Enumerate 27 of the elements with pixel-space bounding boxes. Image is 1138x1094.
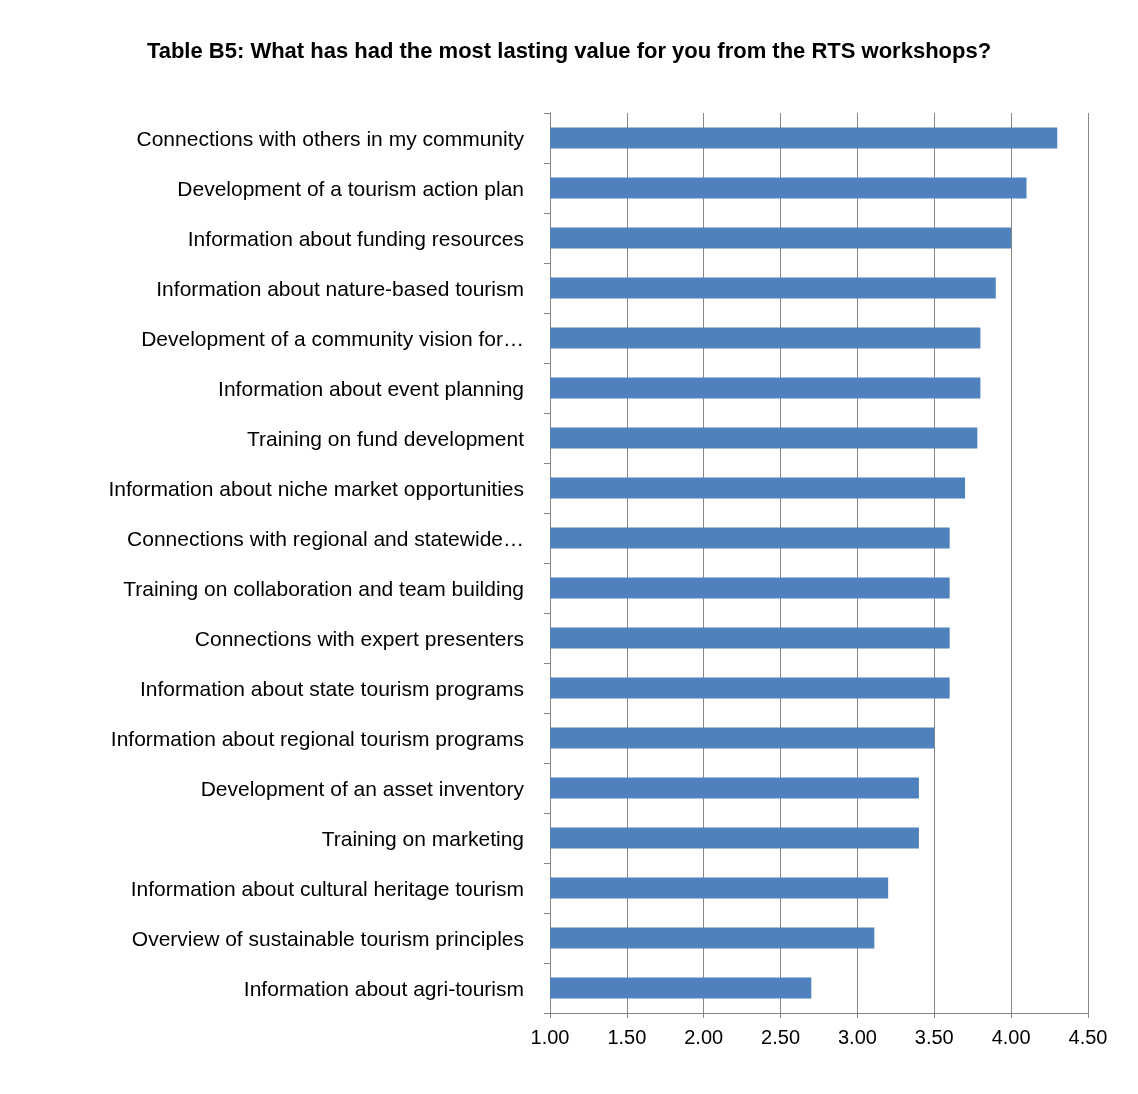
y-tick-label: Development of a community vision for… [141,326,524,350]
y-tick-label: Information about cultural heritage tourism [130,876,524,900]
y-tick-label: Connections with others in my community [136,126,525,150]
y-tick-label: Development of a tourism action plan [177,176,524,200]
x-tick-label: 4.50 [1068,1026,1108,1048]
y-tick-label: Information about nature-based tourism [156,276,524,300]
x-tick-label: 1.50 [607,1026,647,1048]
x-tick-label: 4.00 [991,1026,1031,1048]
y-tick-label: Overview of sustainable tourism principles [131,926,524,950]
x-tick-label: 2.00 [684,1026,724,1048]
y-tick-label: Information about agri-tourism [243,976,524,1000]
y-tick-label: Training on marketing [321,826,524,850]
x-tick-label: 2.50 [761,1026,801,1048]
y-tick-label: Information about regional tourism programs [110,726,524,750]
chart-title: Table B5: What has had the most lasting value for you from the RTS workshops? [145,37,993,65]
y-tick-label: Information about event planning [218,376,524,400]
y-tick-label: Connections with expert presenters [194,626,524,650]
x-tick-label: 3.00 [837,1026,877,1048]
y-tick-label: Information about niche market opportunities [108,476,524,500]
y-tick-label: Connections with regional and statewide… [127,526,524,550]
y-tick-label: Information about state tourism programs [139,676,524,700]
y-tick-label: Training on fund development [246,426,525,450]
y-tick-label: Development of an asset inventory [200,776,525,800]
y-tick-label: Training on collaboration and team building [123,576,524,600]
x-tick-label: 3.50 [914,1026,954,1048]
x-tick-label: 1.00 [530,1026,570,1048]
y-tick-label: Information about funding resources [187,226,524,250]
